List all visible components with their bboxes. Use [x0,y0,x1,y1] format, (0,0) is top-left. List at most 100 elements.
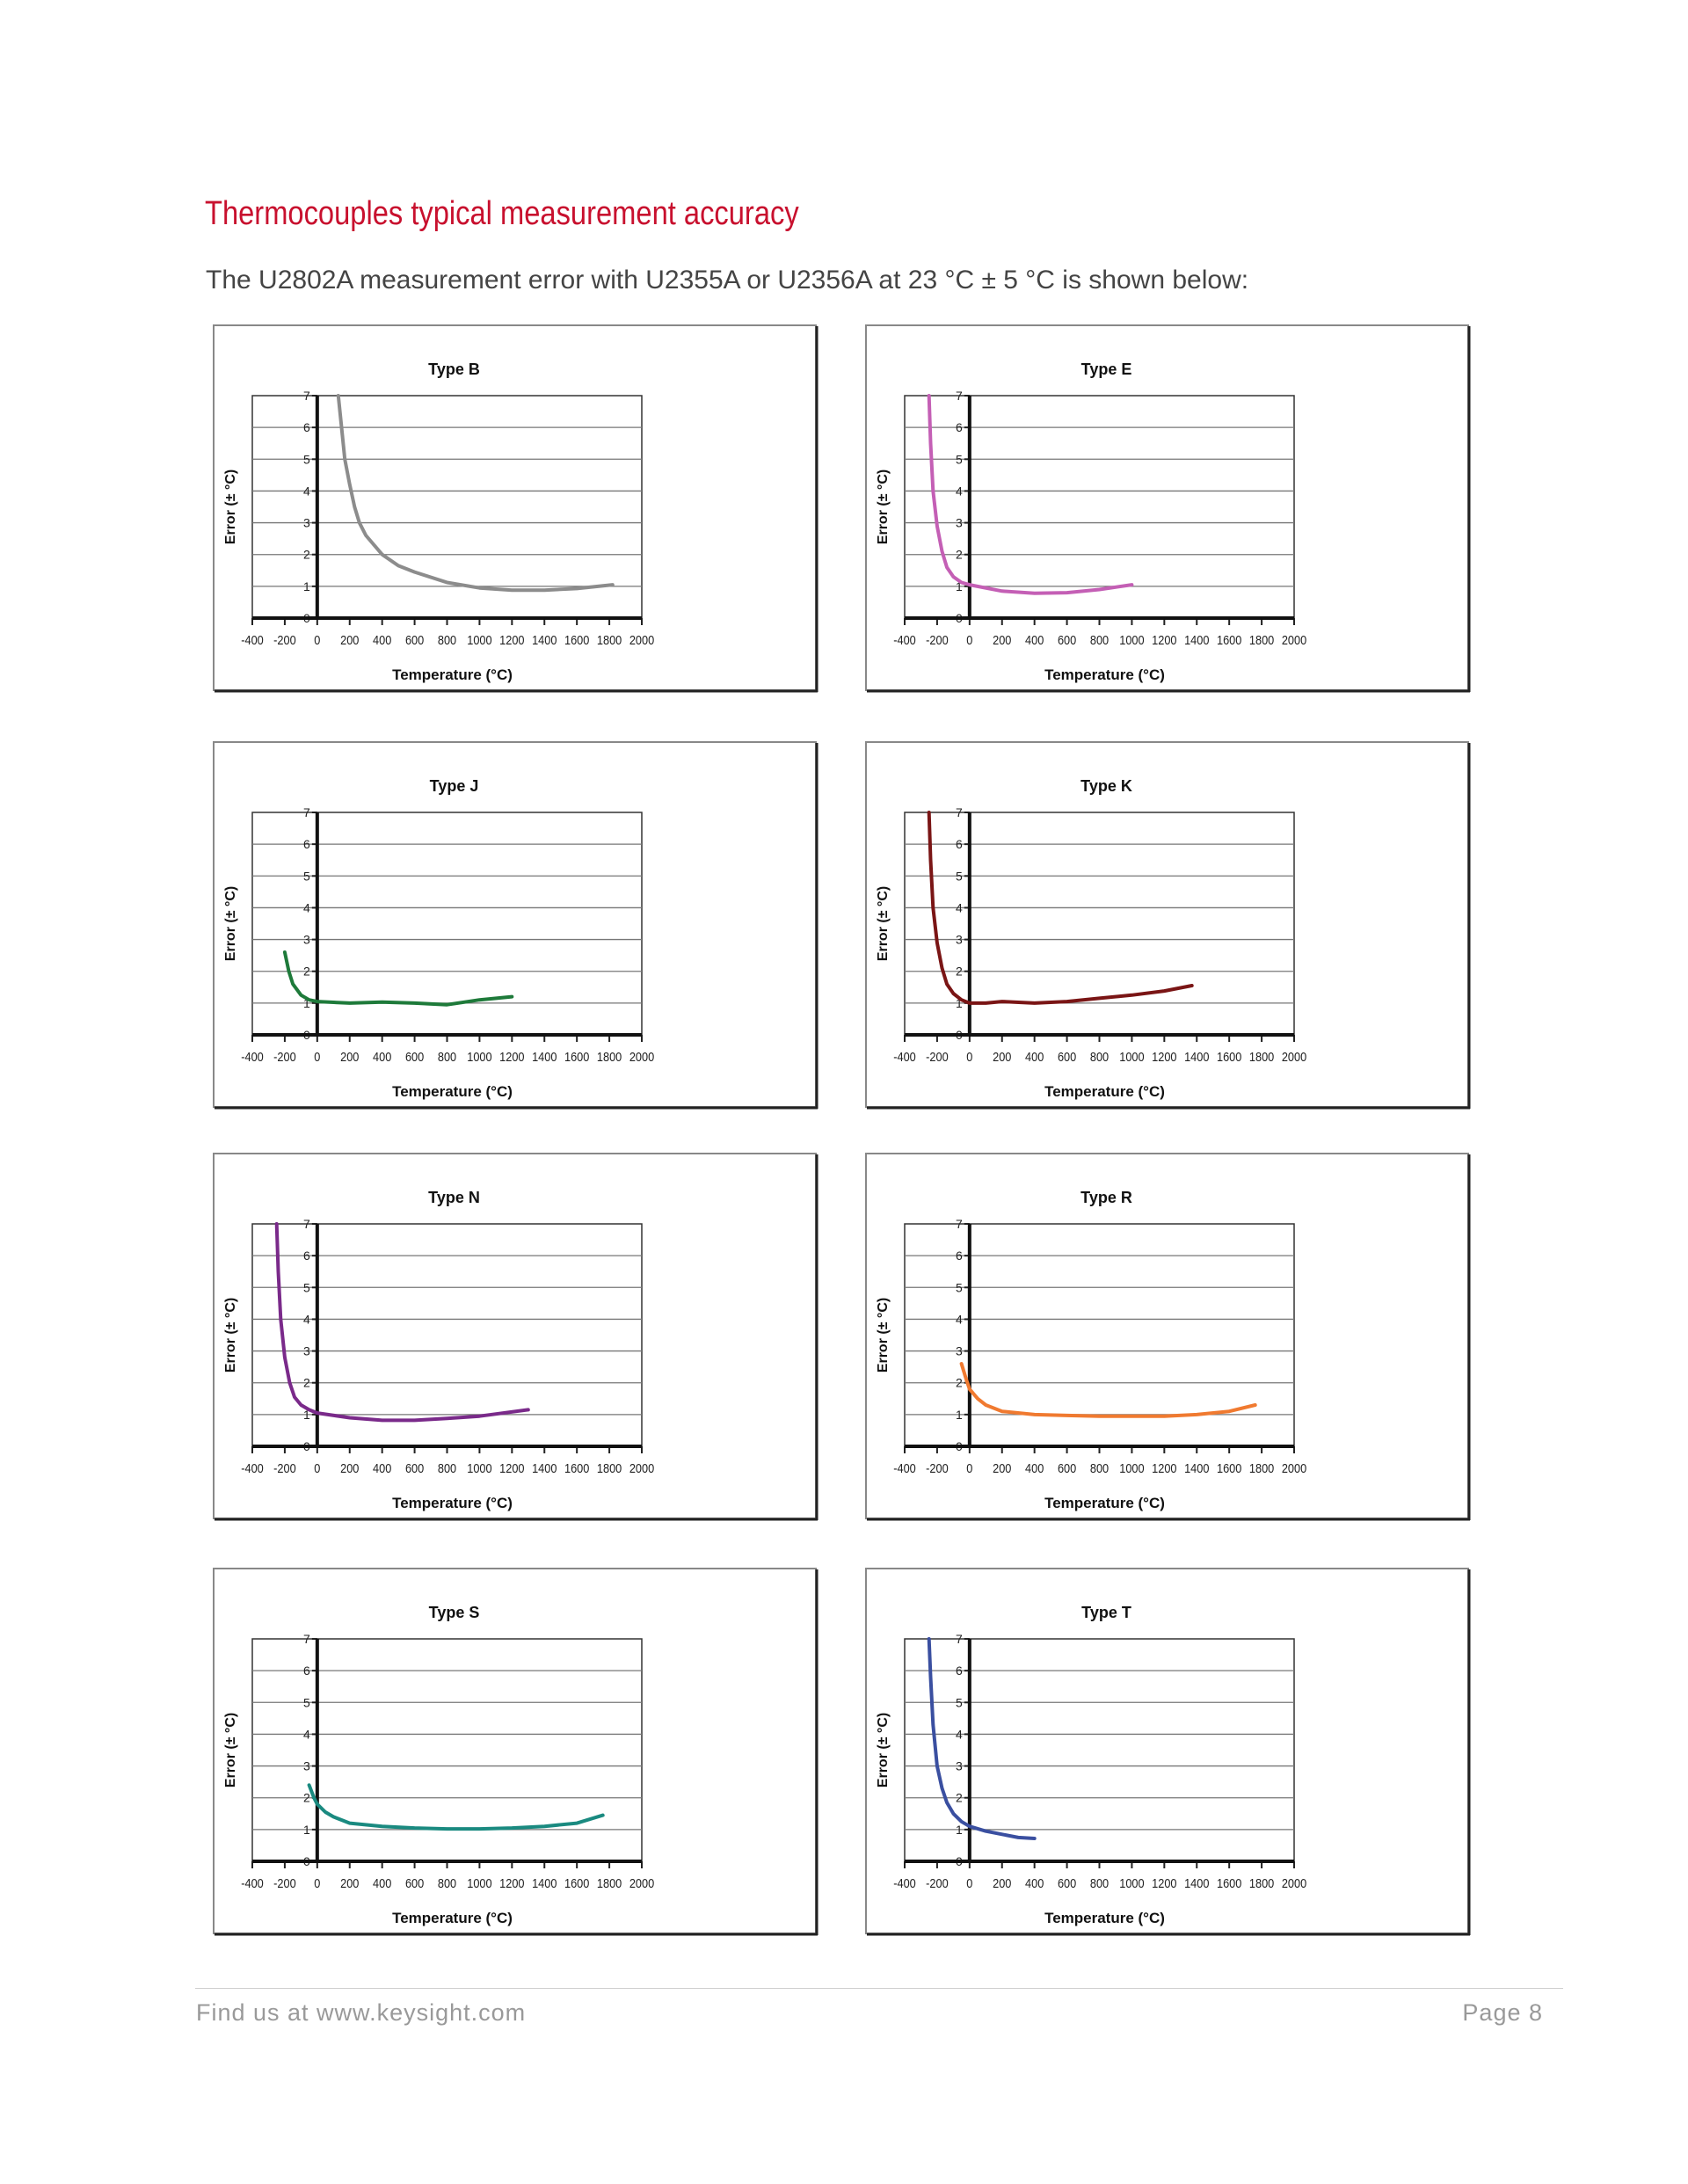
x-tick-label: 1000 [467,1049,492,1064]
x-tick-label: -400 [241,1049,264,1064]
y-tick-label: 7 [956,389,963,403]
x-tick-label: 2000 [1282,1049,1307,1064]
series-line [274,1222,530,1423]
x-tick-label: 2000 [629,1460,655,1475]
x-tick-label: 600 [1058,632,1076,647]
chart-title: Type B [428,360,480,378]
y-tick-label: 2 [303,1376,310,1390]
chart-frame [865,324,1469,691]
y-tick-label: 6 [956,837,963,851]
x-tick-label: -400 [893,1875,916,1890]
x-tick-label: -400 [893,632,916,647]
x-tick-label: 1600 [564,1875,590,1890]
y-tick-label: 4 [303,1312,310,1326]
x-tick-label: 400 [1025,632,1044,647]
x-tick-label: 800 [1090,1875,1109,1890]
y-axis-label: Error (± °C) [223,886,238,961]
x-tick-label: 1600 [564,1049,590,1064]
y-tick-label: 4 [956,1727,963,1741]
y-tick-label: 5 [956,1280,963,1294]
x-axis-label: Temperature (°C) [392,1083,513,1100]
y-tick-label: 3 [303,1759,310,1773]
x-tick-label: 200 [340,1875,359,1890]
footer-website-link[interactable]: Find us at www.keysight.com [196,1999,527,2026]
x-tick-label: 2000 [1282,1875,1307,1890]
x-tick-label: 600 [405,632,424,647]
y-tick-label: 5 [303,1695,310,1709]
x-tick-label: 2000 [629,1049,655,1064]
x-tick-label: 600 [405,1875,424,1890]
x-tick-label: -200 [926,1875,949,1890]
x-tick-label: 800 [1090,1460,1109,1475]
chart-title: Type T [1081,1604,1131,1621]
x-axis-label: Temperature (°C) [1044,1910,1165,1926]
x-tick-label: 800 [1090,632,1109,647]
y-axis-label: Error (± °C) [876,1713,891,1787]
x-tick-label: 400 [373,1875,391,1890]
x-tick-label: 2000 [629,632,655,647]
y-tick-label: 2 [303,1791,310,1805]
x-tick-label: -400 [893,1460,916,1475]
x-tick-label: 200 [993,1875,1011,1890]
x-tick-label: 1600 [564,632,590,647]
x-tick-label: 1800 [1249,632,1275,647]
chart-title: Type J [430,777,479,795]
y-tick-label: 7 [303,389,310,403]
x-tick-label: -200 [273,1049,296,1064]
x-tick-label: 2000 [629,1875,655,1890]
x-axis-label: Temperature (°C) [1044,1495,1165,1511]
y-axis-label: Error (± °C) [223,470,238,544]
x-tick-label: 1600 [1217,1460,1242,1475]
page-heading: Thermocouples typical measurement accura… [205,195,799,232]
x-tick-label: 1400 [532,1049,557,1064]
y-tick-label: 7 [303,1632,310,1646]
x-tick-label: 600 [1058,1049,1076,1064]
chart-type-t: 01234567-400-200020040060080010001200140… [865,1568,1472,1937]
series-line [927,1637,1037,1840]
chart-type-r: 01234567-400-200020040060080010001200140… [865,1153,1472,1522]
y-tick-label: 6 [303,1663,310,1678]
x-tick-label: 1200 [499,1049,525,1064]
x-tick-label: 1200 [1152,1049,1177,1064]
chart-frame [865,741,1469,1108]
x-tick-label: 200 [993,1460,1011,1475]
y-tick-label: 6 [956,1663,963,1678]
y-tick-label: 1 [303,1823,310,1837]
x-tick-label: 0 [314,1875,320,1890]
x-tick-label: 1800 [1249,1875,1275,1890]
chart-frame [865,1153,1469,1519]
x-tick-label: 400 [373,632,391,647]
x-tick-label: 1000 [467,632,492,647]
x-tick-label: -400 [241,632,264,647]
x-tick-label: 1400 [1184,632,1210,647]
x-tick-label: 1000 [1119,1460,1145,1475]
y-tick-label: 1 [956,1408,963,1422]
x-tick-label: 800 [438,1049,456,1064]
x-tick-label: -200 [926,1049,949,1064]
x-tick-label: 1400 [532,632,557,647]
x-tick-label: 600 [405,1460,424,1475]
y-tick-label: 2 [956,548,963,562]
x-tick-label: -200 [273,1875,296,1890]
y-tick-label: 7 [303,805,310,819]
series-line [282,950,514,1007]
x-axis-label: Temperature (°C) [1044,666,1165,683]
x-tick-label: 1400 [532,1875,557,1890]
x-tick-label: -200 [273,632,296,647]
x-tick-label: 1400 [1184,1875,1210,1890]
x-tick-label: 200 [340,1460,359,1475]
chart-title: Type E [1081,360,1132,378]
chart-svg: 01234567-400-200020040060080010001200140… [865,741,1471,1110]
y-tick-label: 3 [956,933,963,947]
x-tick-label: -200 [926,632,949,647]
y-tick-label: 6 [303,420,310,434]
x-tick-label: 0 [314,1049,320,1064]
chart-frame [213,741,817,1108]
x-tick-label: 0 [314,1460,320,1475]
y-tick-label: 3 [956,1344,963,1358]
y-tick-label: 2 [303,965,310,979]
x-tick-label: 0 [966,1049,972,1064]
chart-title: Type K [1080,777,1132,795]
x-tick-label: 1000 [1119,1875,1145,1890]
x-tick-label: 0 [966,632,972,647]
